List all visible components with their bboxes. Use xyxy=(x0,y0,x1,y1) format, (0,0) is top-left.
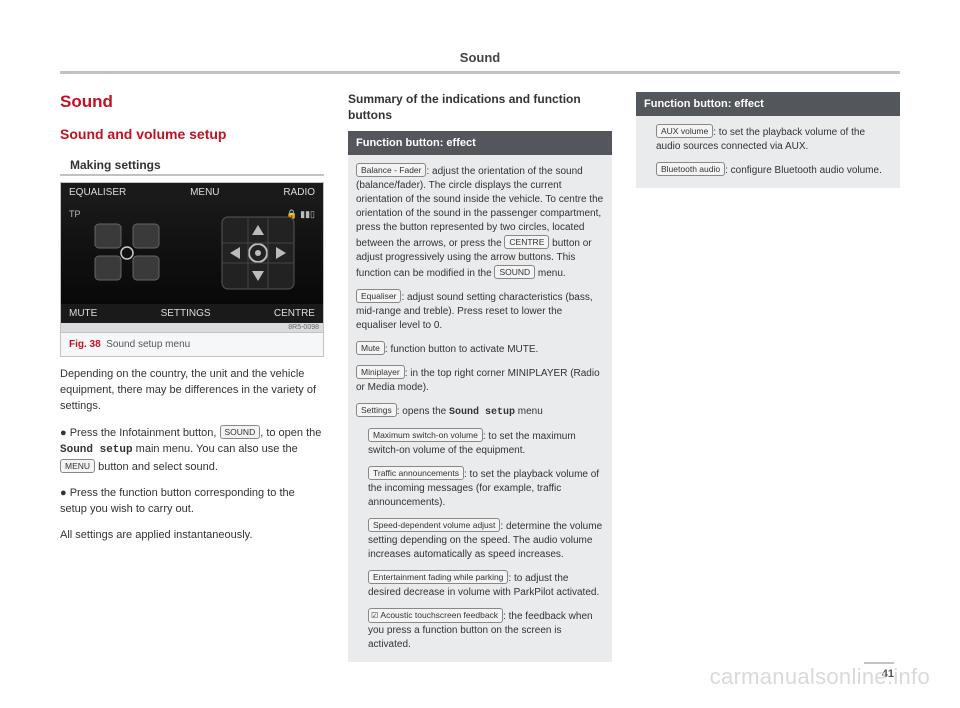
table-body-col3: AUX volume: to set the playback volume o… xyxy=(636,116,900,188)
row-equaliser: Equaliser: adjust sound setting characte… xyxy=(356,289,604,333)
btn-centre: CENTRE xyxy=(274,308,315,319)
figure-38: EQUALISER MENU RADIO TP 🔒 ▮▮▯ xyxy=(60,182,324,357)
column-3: Function button: effect AUX volume: to s… xyxy=(636,92,900,662)
pill-max-switch-on: Maximum switch-on volume xyxy=(368,428,483,442)
page-number: 41 xyxy=(864,662,894,680)
table-body-col2: Balance - Fader: adjust the orientation … xyxy=(348,155,612,662)
figure-number: Fig. 38 xyxy=(69,339,101,350)
figure-caption-text: Sound setup menu xyxy=(106,339,190,350)
pill-menu: MENU xyxy=(60,459,95,473)
bullet-press-function: ● Press the function button correspondin… xyxy=(60,486,324,518)
heading-sound-volume-setup: Sound and volume setup xyxy=(60,126,324,142)
pill-bluetooth-audio: Bluetooth audio xyxy=(656,162,725,176)
btn-equaliser: EQUALISER xyxy=(69,187,126,198)
row-max-switch-on: Maximum switch-on volume: to set the max… xyxy=(356,428,604,458)
watermark: carmanualsonline.info xyxy=(710,664,930,690)
heading-making-settings: Making settings xyxy=(60,156,324,176)
para-instantaneous: All settings are applied instantaneously… xyxy=(60,528,324,544)
row-miniplayer: Miniplayer: in the top right corner MINI… xyxy=(356,365,604,395)
row-speed-dependent: Speed-dependent volume adjust: determine… xyxy=(356,518,604,562)
pill-sound: SOUND xyxy=(220,425,261,439)
columns: Sound Sound and volume setup Making sett… xyxy=(60,92,900,662)
row-traffic: Traffic announcements: to set the playba… xyxy=(356,466,604,510)
infotainment-center xyxy=(61,205,323,301)
pill-traffic: Traffic announcements xyxy=(368,466,464,480)
btn-radio: RADIO xyxy=(283,187,315,198)
pill-settings: Settings xyxy=(356,403,397,417)
heading-sound: Sound xyxy=(60,92,324,112)
infotainment-screenshot: EQUALISER MENU RADIO TP 🔒 ▮▮▯ xyxy=(61,183,323,323)
page-header: Sound xyxy=(60,50,900,74)
btn-mute: MUTE xyxy=(69,308,97,319)
pill-entertainment-fading: Entertainment fading while parking xyxy=(368,570,508,584)
summary-title: Summary of the indications and function … xyxy=(348,92,612,123)
table-head-col2: Function button: effect xyxy=(348,131,612,155)
pill-acoustic-feedback: Acoustic touchscreen feedback xyxy=(368,608,503,623)
row-acoustic-feedback: Acoustic touchscreen feedback: the feedb… xyxy=(356,608,604,652)
pill-balance-fader: Balance - Fader xyxy=(356,163,426,177)
pill-centre: CENTRE xyxy=(504,235,549,249)
dpad-control xyxy=(192,205,323,301)
column-1: Sound Sound and volume setup Making sett… xyxy=(60,92,324,662)
column-2: Summary of the indications and function … xyxy=(348,92,612,662)
btn-menu: MENU xyxy=(190,187,219,198)
row-aux-volume: AUX volume: to set the playback volume o… xyxy=(644,124,892,154)
pill-miniplayer: Miniplayer xyxy=(356,365,405,379)
row-entertainment-fading: Entertainment fading while parking: to a… xyxy=(356,570,604,600)
para-depending: Depending on the country, the unit and t… xyxy=(60,367,324,415)
figure-caption: Fig. 38 Sound setup menu xyxy=(61,332,323,356)
btn-settings: SETTINGS xyxy=(161,308,211,319)
figure-code: 8R5-0098 xyxy=(61,323,323,332)
row-settings: Settings: opens the Sound setup menu xyxy=(356,403,604,420)
bullet-press-infotainment: ● Press the Infotainment button, SOUND, … xyxy=(60,425,324,476)
pill-mute: Mute xyxy=(356,341,385,355)
seats-diagram xyxy=(61,205,192,301)
infotainment-bottom-bar: MUTE SETTINGS CENTRE xyxy=(61,304,323,323)
pill-equaliser: Equaliser xyxy=(356,289,401,303)
table-head-col3: Function button: effect xyxy=(636,92,900,116)
infotainment-top-bar: EQUALISER MENU RADIO xyxy=(61,183,323,202)
pill-sound-2: SOUND xyxy=(494,265,535,279)
row-mute: Mute: function button to activate MUTE. xyxy=(356,341,604,357)
row-balance-fader: Balance - Fader: adjust the orientation … xyxy=(356,163,604,281)
pill-speed-dependent: Speed-dependent volume adjust xyxy=(368,518,500,532)
pill-aux-volume: AUX volume xyxy=(656,124,713,138)
manual-page: Sound Sound Sound and volume setup Makin… xyxy=(0,0,960,708)
row-bluetooth-audio: Bluetooth audio: configure Bluetooth aud… xyxy=(644,162,892,178)
